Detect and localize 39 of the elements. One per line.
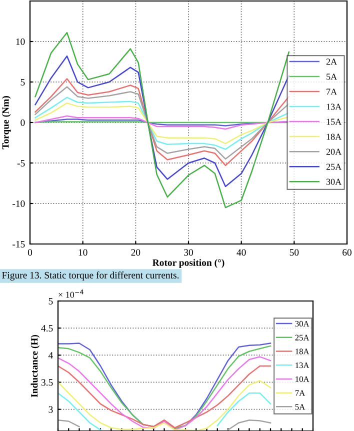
y-tick-label: -15 [12, 240, 25, 248]
x-axis-title: Rotor position (°) [152, 259, 224, 268]
legend-label: 13A [296, 362, 310, 368]
y-tick-label: -10 [12, 200, 25, 207]
legend-label: 20A [326, 148, 342, 155]
legend-label: 13A [326, 104, 342, 110]
y-tick-label: 3.5 [41, 379, 53, 386]
legend-label: 7A [295, 390, 306, 396]
legend-label: 30A [326, 178, 342, 185]
x-tick-label: 60 [342, 249, 352, 256]
y-tick-label: -5 [17, 160, 25, 166]
legend-label: 5A [295, 404, 306, 410]
legend-label: 2A [326, 58, 338, 65]
legend-label: 5A [326, 74, 338, 80]
x-tick-label: 30 [184, 249, 193, 256]
legend-label: 25A [295, 334, 310, 340]
legend-label: 18A [296, 348, 310, 354]
x-tick-label: 10 [78, 249, 88, 256]
legend-label: 15A [326, 118, 342, 125]
caption: Figure 13. Static torque for different currents. [2, 272, 179, 280]
x-tick-label: 40 [236, 249, 246, 256]
legend-label: 30A [295, 320, 310, 327]
y-tick-label: 5 [20, 79, 25, 86]
x-tick-label: 20 [131, 249, 140, 256]
legend-label: 18A [326, 134, 342, 140]
y-tick-label: 4 [48, 352, 53, 359]
legend-label: 25A [326, 164, 342, 170]
text: × 10$^{−4}$ [58, 290, 84, 298]
y-axis-title: Inductance (H) [30, 334, 40, 398]
y-tick-label: 0 [20, 119, 25, 126]
legend-label: 7A [326, 88, 338, 95]
y-tick-label: 10 [16, 38, 25, 45]
y-axis-title: Torque (Nm) [2, 96, 11, 150]
legend-label: 10A [296, 376, 310, 382]
x-tick-label: 0 [28, 249, 32, 256]
y-tick-label: 5 [48, 298, 53, 304]
y-tick-label: 4.5 [41, 325, 53, 332]
x-tick-label: 50 [290, 249, 299, 256]
y-tick-label: 3 [48, 406, 53, 413]
